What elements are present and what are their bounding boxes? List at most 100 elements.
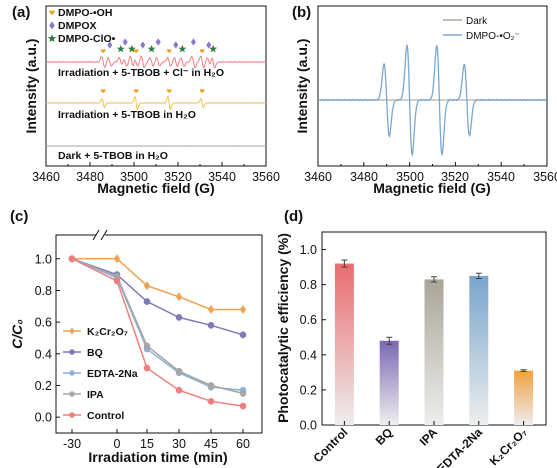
panel-a-xtick: 3520 (164, 170, 192, 184)
panel-a-x-ticks: 3460 3480 3500 3520 3540 3560 (32, 170, 280, 184)
data-point (239, 331, 247, 339)
legend-label: K₂Cr₂O₇ (87, 326, 128, 338)
bar-category-label: EDTA-2Na (434, 425, 485, 468)
panel-c-x-ticks: -30 0 15 30 45 60 (63, 429, 250, 451)
panel-a-peak-markers (100, 38, 218, 93)
panel-c-xtick: 45 (204, 437, 218, 451)
star-icon (127, 44, 136, 53)
panel-b-traces (317, 44, 548, 157)
panel-a-xtick: 3540 (208, 170, 236, 184)
panel-b-frame (317, 5, 548, 167)
diamond-icon (155, 38, 161, 46)
panel-a-tick-marks (45, 162, 267, 166)
data-point (239, 390, 247, 397)
heart-icon (100, 89, 106, 93)
panel-d-bars (334, 259, 534, 425)
data-point (175, 386, 183, 394)
diamond-icon (122, 38, 128, 46)
trace-label-irradiation: Irradiation + 5-TBOB in H₂O (58, 109, 196, 121)
trace-dmpo-o2 (317, 44, 548, 157)
data-point (113, 277, 121, 285)
data-point (175, 367, 183, 375)
data-point (113, 254, 121, 264)
legend-dmpo-o2: DMPO-•O₂⁻ (466, 31, 520, 42)
data-point (207, 321, 215, 329)
panel-d: (d) Photocatalytic efficiency (%) 0.0 0.2… (275, 208, 547, 468)
axis-break (92, 229, 108, 241)
panel-d-ytick: 0.0 (300, 419, 317, 433)
panel-c-ytick: 0.0 (35, 411, 52, 425)
panel-a-xtick: 3480 (76, 170, 104, 184)
panel-d-label: (d) (284, 208, 303, 225)
heart-icon (100, 49, 106, 53)
panel-b-legend: Dark DMPO-•O₂⁻ (443, 16, 520, 42)
trace-irradiation (45, 95, 267, 111)
bar (514, 370, 534, 425)
data-point (239, 304, 247, 314)
panel-a-xlabel: Magnetic field (G) (97, 180, 214, 196)
panel-b-xtick: 3500 (396, 170, 424, 184)
series-line (71, 258, 244, 336)
data-point (207, 398, 215, 405)
panel-b-xtick: 3480 (350, 170, 378, 184)
panel-b-x-ticks: 3460 3480 3500 3520 3540 3560 (304, 170, 557, 184)
bar-category-label: K₂Cr₂O₇ (487, 425, 530, 468)
data-point (175, 292, 183, 302)
panel-a: (a) Intensity (a.u.) Magnetic field (G) … (12, 4, 280, 196)
panel-d-ytick: 0.2 (300, 383, 317, 397)
panel-c-frame (55, 234, 263, 434)
data-point (143, 364, 151, 372)
panel-c-ytick: 1.0 (35, 252, 52, 266)
heart-icon (199, 49, 205, 53)
panel-c-label: (c) (10, 208, 28, 225)
bar-category-label: BQ (373, 425, 396, 448)
panel-c-ytick: 0.2 (35, 379, 52, 393)
legend-dmpo-oh: DMPO-•OH (58, 7, 112, 19)
series-line (71, 258, 244, 395)
diamond-icon (140, 41, 146, 49)
panel-d-ytick: 0.4 (300, 348, 317, 362)
trace-cl (45, 55, 267, 69)
legend-swatch-marker (69, 391, 75, 397)
diamond-icon (190, 38, 196, 46)
data-point (143, 342, 151, 350)
heart-icon (133, 89, 139, 93)
data-point (68, 255, 76, 263)
legend-dark: Dark (466, 16, 488, 27)
panel-b-label: (b) (292, 4, 311, 21)
panel-b-tick-marks (317, 162, 548, 166)
legend-label: EDTA-2Na (87, 368, 138, 380)
panel-c-ytick: 0.8 (35, 284, 52, 298)
bar-category-label: IPA (417, 425, 441, 449)
panel-d-ytick: 0.6 (300, 313, 317, 327)
panel-a-ylabel: Intensity (a.u.) (23, 39, 39, 134)
panel-c: (c) C/C₀ Irradiation time (min) 0.00.20.… (9, 208, 263, 465)
panel-a-traces (45, 55, 267, 147)
star-icon (147, 44, 156, 53)
panel-b: (b) Intensity (a.u.) Magnetic field (G) … (292, 4, 557, 196)
trace-label-dark: Dark + 5-TBOB in H₂O (58, 150, 168, 162)
panel-c-xtick: -30 (63, 437, 81, 451)
panel-d-ylabel: Photocatalytic efficiency (%) (275, 233, 291, 423)
panel-d-ytick: 1.0 (300, 243, 317, 257)
heart-icon (166, 89, 172, 93)
panel-c-xlabel: Irradiation time (min) (88, 449, 227, 465)
panel-c-xtick: 60 (236, 437, 250, 451)
panel-c-y-ticks: 0.0 0.2 0.4 0.6 0.8 1.0 (35, 252, 60, 425)
panel-b-xtick: 3520 (441, 170, 469, 184)
heart-icon (49, 10, 55, 15)
panel-c-xtick: 30 (172, 437, 186, 451)
diamond-icon (206, 41, 212, 49)
legend-label: IPA (87, 389, 104, 401)
series-line (71, 258, 244, 391)
panel-b-xtick: 3540 (487, 170, 515, 184)
series-line (71, 258, 244, 407)
diamond-icon (107, 41, 113, 49)
data-point (239, 402, 247, 410)
legend-dmpox: DMPOX (58, 20, 97, 32)
legend-swatch-marker (69, 412, 75, 418)
panel-c-series (68, 254, 247, 410)
diamond-icon (49, 21, 55, 30)
heart-icon (133, 49, 139, 53)
